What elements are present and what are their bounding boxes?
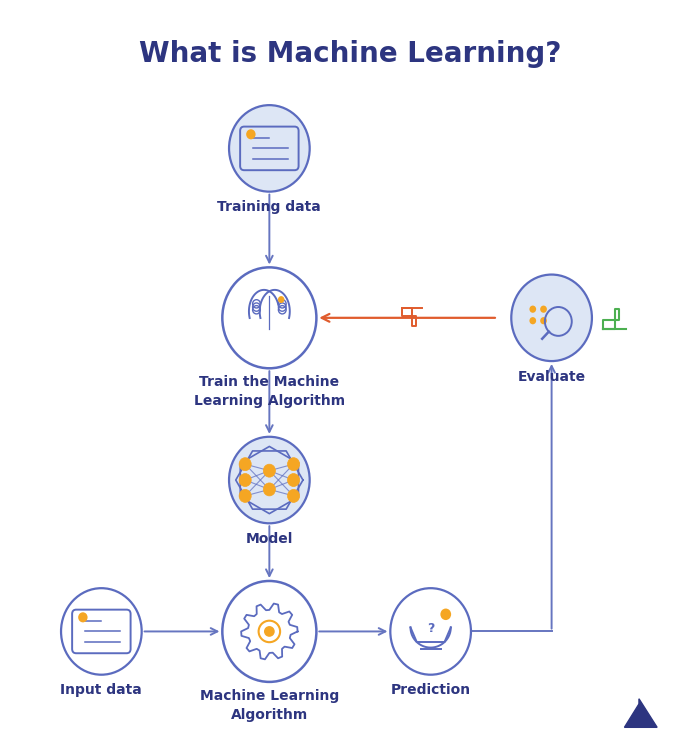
- Text: Train the Machine
Learning Algorithm: Train the Machine Learning Algorithm: [194, 376, 345, 408]
- Text: Model: Model: [246, 532, 293, 546]
- Circle shape: [239, 474, 251, 487]
- Text: Input data: Input data: [60, 683, 142, 698]
- Ellipse shape: [264, 626, 274, 637]
- Circle shape: [288, 457, 300, 471]
- Circle shape: [263, 483, 275, 496]
- Circle shape: [288, 474, 300, 487]
- Circle shape: [529, 317, 536, 324]
- Circle shape: [223, 581, 316, 682]
- Circle shape: [229, 437, 309, 523]
- Text: What is Machine Learning?: What is Machine Learning?: [139, 41, 561, 68]
- Circle shape: [511, 275, 592, 361]
- Circle shape: [540, 317, 547, 324]
- Circle shape: [278, 296, 284, 303]
- Circle shape: [440, 608, 451, 620]
- Circle shape: [540, 306, 547, 312]
- Text: Machine Learning
Algorithm: Machine Learning Algorithm: [199, 689, 339, 722]
- Circle shape: [246, 129, 256, 140]
- Circle shape: [529, 306, 536, 312]
- Polygon shape: [624, 704, 639, 727]
- Text: Evaluate: Evaluate: [517, 369, 586, 384]
- Circle shape: [288, 490, 300, 502]
- Circle shape: [391, 588, 471, 674]
- Circle shape: [263, 464, 275, 477]
- Polygon shape: [639, 698, 657, 727]
- Circle shape: [229, 105, 309, 192]
- Circle shape: [239, 457, 251, 471]
- Text: ?: ?: [427, 622, 434, 635]
- Circle shape: [239, 490, 251, 502]
- Text: Prediction: Prediction: [391, 683, 470, 698]
- Circle shape: [61, 588, 141, 674]
- Text: Training data: Training data: [218, 201, 321, 214]
- Circle shape: [223, 267, 316, 368]
- Circle shape: [78, 612, 88, 623]
